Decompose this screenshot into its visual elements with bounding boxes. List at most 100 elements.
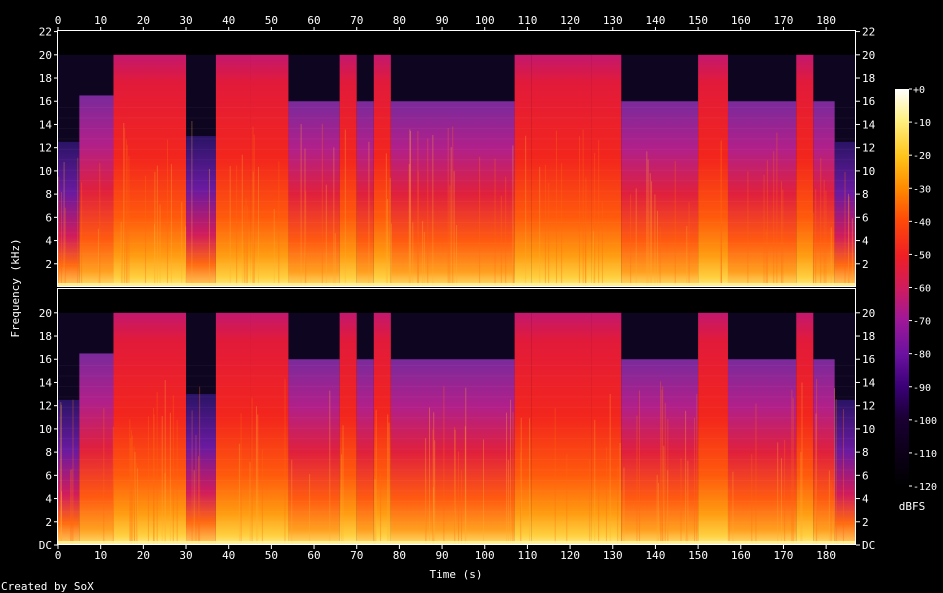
- spectrogram-dc-band: [58, 541, 856, 545]
- plot-frame-bottom: [57, 288, 856, 545]
- spectrogram-segment-16: [727, 101, 797, 288]
- spectrogram-segment-14: [621, 101, 699, 288]
- spectrogram-harmonic-line: [58, 396, 856, 398]
- spectrogram-streak: [566, 454, 568, 545]
- y-tick-label-right-bottom: 4: [862, 493, 869, 506]
- spectrogram-streak: [70, 469, 72, 545]
- spectrogram-streak: [512, 412, 514, 545]
- plot-frame-top: [57, 30, 856, 287]
- spectrogram-streak: [380, 473, 382, 545]
- spectrogram-streak: [161, 416, 163, 545]
- spectrogram-streak: [229, 165, 231, 287]
- spectrogram-streak: [176, 420, 178, 545]
- spectrogram-streak: [408, 164, 410, 287]
- spectrogram-streak: [584, 220, 586, 287]
- spectrogram-streak: [605, 447, 607, 545]
- spectrogram-streak: [191, 410, 193, 545]
- spectrogram-streak: [662, 386, 664, 545]
- y-tick-label-left-bottom: DC: [39, 539, 52, 552]
- spectrogram-streak: [594, 152, 596, 287]
- colorbar-tick-label: -50: [913, 250, 931, 261]
- spectrogram-harmonic-line: [58, 180, 856, 182]
- y-tick-label-right-bottom: 2: [862, 516, 869, 529]
- spectrogram-streak: [341, 454, 343, 545]
- spectrogram-harmonic-line: [58, 459, 856, 461]
- spectrogram-streak: [646, 151, 648, 287]
- spectrogram-streak: [236, 165, 238, 287]
- spectrogram-streak: [452, 126, 454, 288]
- x-tick-label-bottom: 40: [222, 549, 235, 562]
- spectrogram-segment-7: [339, 312, 357, 545]
- x-axis-bottom: 0 10 20 30 40 50 60 70 80 90 100 110 120 130 140 150 160…: [55, 545, 836, 562]
- x-tick-label-top: 70: [350, 14, 363, 27]
- spectrogram-streak: [125, 139, 127, 287]
- spectrogram-streak: [60, 404, 62, 545]
- spectrogram-streak: [635, 188, 637, 287]
- spectrogram-streak: [251, 397, 253, 545]
- spectrogram-streak: [656, 210, 658, 287]
- x-tick-label-bottom: 10: [94, 549, 107, 562]
- spectrogram-streak: [422, 221, 424, 287]
- spectrogram-streak: [185, 226, 187, 287]
- spectrogram-segment-19: [834, 141, 856, 287]
- spectrogram-streak: [433, 412, 435, 545]
- spectrogram-segment-0: [58, 399, 80, 545]
- spectrogram-streak: [410, 130, 412, 287]
- spectrogram-streak: [304, 148, 306, 287]
- spectrogram-streak: [156, 392, 158, 545]
- spectrogram-streak: [609, 393, 611, 545]
- spectrogram-segment-16: [727, 359, 797, 545]
- spectrogram-harmonic-line: [58, 117, 856, 119]
- spectrogram-streak: [417, 130, 419, 287]
- spectrogram-streak: [621, 491, 623, 545]
- x-tick-label-top: 0: [55, 14, 62, 27]
- spectrogram-streak: [208, 168, 210, 287]
- y-tick-label-right-top: 4: [862, 235, 869, 248]
- spectrogram-harmonic-line: [58, 417, 856, 419]
- spectrogram-segment-15: [698, 312, 728, 545]
- y-tick-label-right-top: 8: [862, 188, 869, 201]
- spectrogram-streak: [544, 164, 546, 287]
- spectrogram-streak: [686, 225, 688, 287]
- spectrogram-streak: [252, 171, 254, 287]
- spectrogram-streak: [167, 139, 169, 287]
- spectrogram-streak: [630, 194, 632, 287]
- spectrogram-streak: [781, 181, 783, 287]
- x-axis-top: 0 10 20 30 40 50 60 70 80 90 100 110 120 130 140 150 160…: [55, 14, 836, 31]
- x-tick-label-top: 160: [731, 14, 751, 27]
- spectrogram-streak: [520, 452, 522, 545]
- spectrogram-streak: [159, 204, 161, 287]
- spectrogram-streak: [656, 474, 658, 545]
- spectrogram-streak: [685, 410, 687, 545]
- y-tick-label-right-bottom: DC: [862, 539, 875, 552]
- spectrogram-streak: [300, 123, 302, 287]
- y-tick-label-left-bottom: 10: [39, 423, 52, 436]
- y-tick-label-left-top: 8: [45, 188, 52, 201]
- x-tick-label-top: 180: [816, 14, 836, 27]
- spectrogram-segment-9: [373, 312, 391, 545]
- colorbar-tick-label: -10: [913, 118, 931, 129]
- y-tick-label-right-bottom: 20: [862, 307, 875, 320]
- spectrogram-streak: [325, 184, 327, 287]
- spectrogram-streak: [594, 419, 596, 545]
- spectrogram-streak: [548, 182, 550, 287]
- spectrogram-harmonic-line: [58, 107, 856, 109]
- x-tick-label-top: 40: [222, 14, 235, 27]
- spectrogram-streak: [823, 179, 825, 287]
- spectrogram-streak: [71, 469, 73, 545]
- spectrogram-streak: [243, 205, 245, 287]
- spectrogram-streak: [619, 442, 621, 545]
- spectrogram-streak: [776, 132, 778, 287]
- y-tick-label-left-top: 2: [45, 258, 52, 271]
- spectrogram-segment-9: [373, 54, 391, 288]
- spectrogram-streak: [844, 171, 846, 287]
- spectrogram-streak: [417, 171, 419, 287]
- spectrogram-harmonic-line: [58, 253, 856, 255]
- x-tick-label-bottom: 180: [816, 549, 836, 562]
- y-tick-label-left-top: 18: [39, 72, 52, 85]
- spectrogram-streak: [147, 416, 149, 545]
- spectrogram-streak: [578, 136, 580, 287]
- spectrogram-streak: [688, 202, 690, 287]
- x-tick-label-top: 120: [560, 14, 580, 27]
